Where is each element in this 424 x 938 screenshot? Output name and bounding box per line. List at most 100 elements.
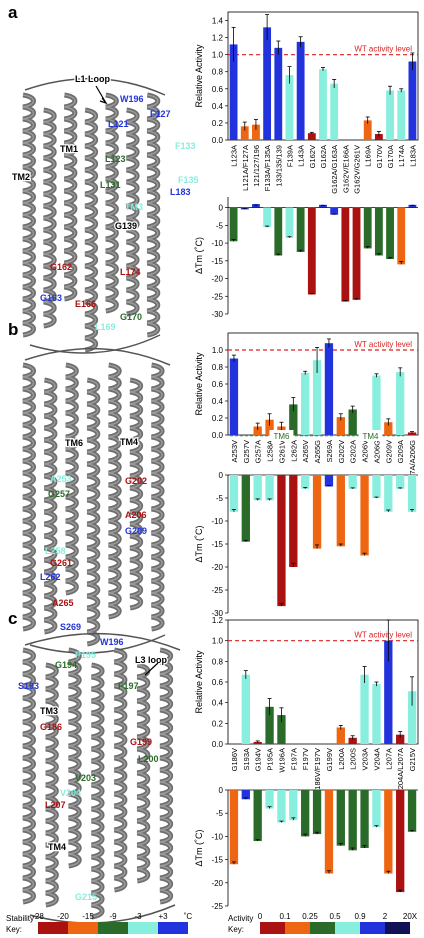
helix — [45, 662, 59, 908]
category-label: A253V — [230, 440, 239, 463]
activity-bar — [312, 360, 322, 435]
activity-bar — [386, 90, 394, 140]
activity-bar — [360, 674, 369, 744]
activity-bar — [407, 691, 417, 744]
stability-bar — [348, 790, 357, 851]
activity-bar — [289, 404, 298, 435]
key-tick: -28 — [32, 912, 44, 921]
activity-bar — [296, 41, 305, 140]
stability-bar — [229, 790, 239, 865]
y-tick-label: 0.0 — [212, 740, 224, 749]
category-label: G162V/G261V — [353, 145, 362, 194]
y-axis-label: Relative Activity — [194, 352, 204, 416]
key-tick: 2 — [383, 912, 388, 921]
structure-label: G257 — [48, 489, 70, 499]
helix — [91, 662, 105, 920]
wt-label: WT activity level — [354, 631, 412, 640]
structure-label: F135 — [178, 175, 199, 185]
y-tick-label: -20 — [211, 563, 223, 572]
helix — [68, 647, 82, 869]
y-axis-label: Relative Activity — [194, 44, 204, 108]
structure-label: G163 — [40, 293, 62, 303]
category-label: G209V — [384, 440, 393, 463]
stability-chart-a: 0 -5 -10 -15 -20 -25 -30 ΔTm (˚C) — [194, 197, 418, 319]
loop — [24, 347, 171, 366]
key-swatch — [385, 922, 410, 934]
structure-label: G209 — [125, 526, 147, 536]
stability-bar — [289, 475, 298, 567]
key-tick: 0.1 — [279, 912, 291, 921]
category-label: S269A — [325, 440, 334, 463]
y-tick-label: 0.4 — [212, 699, 224, 708]
stability-bar — [229, 475, 239, 512]
y-tick-label: -30 — [211, 609, 223, 618]
helix-highlight — [65, 364, 78, 594]
stability-chart-c: 0 -5 -10 -15 -20 -25 ΔTm (˚C) — [194, 786, 418, 911]
stability-bar — [374, 207, 383, 256]
stability-bar — [407, 790, 417, 832]
activity-bar — [374, 134, 383, 140]
category-label: L200S — [349, 748, 358, 770]
category-label: L169A — [364, 145, 373, 167]
helix — [22, 647, 36, 905]
y-tick-label: 0.0 — [212, 136, 224, 145]
key-tick: 0.5 — [329, 912, 341, 921]
tm-group-bg — [358, 430, 383, 441]
helix — [43, 377, 58, 635]
activity-bar — [336, 727, 345, 744]
y-tick-label: 1.2 — [212, 34, 224, 43]
helix — [129, 377, 144, 611]
helix-highlight — [22, 364, 35, 630]
structure-label: TM6 — [65, 438, 83, 448]
panel-label-b: b — [8, 320, 18, 339]
loop — [29, 334, 161, 354]
y-tick-label: -10 — [211, 832, 223, 841]
activity-bar — [229, 44, 238, 140]
helix — [84, 107, 99, 353]
y-tick-label: 1.0 — [212, 346, 224, 355]
activity-bar — [319, 69, 327, 140]
structure-label: G261 — [50, 558, 72, 568]
stability-bar — [386, 207, 394, 260]
structure-label: TM1 — [60, 144, 78, 154]
helix-highlight — [64, 94, 76, 300]
arrow-l3 — [144, 662, 159, 676]
helix — [22, 92, 36, 338]
structure-label: G215 — [75, 892, 97, 902]
y-tick-label: -10 — [211, 517, 223, 526]
category-label: L258A — [266, 440, 275, 462]
stability-bar — [372, 475, 381, 498]
activity-chart-a: 0.0 0.2 0.4 0.6 0.8 1.0 1.2 1.4 Relative Activit… — [194, 11, 419, 145]
stability-bar — [253, 790, 262, 842]
activity-bar — [265, 706, 274, 744]
category-label: V204A/L207A — [396, 748, 405, 794]
y-tick-label: 0.2 — [212, 414, 224, 423]
category-label: G257A — [254, 440, 263, 463]
structure-label: F197 — [118, 681, 139, 691]
structure-label: L121 — [108, 119, 129, 129]
structure-label: F127 — [150, 109, 171, 119]
activity-bar — [240, 126, 249, 140]
helix — [108, 362, 122, 620]
key-tick: +3 — [158, 912, 168, 921]
category-label: G162V/E166A — [341, 145, 350, 193]
y-tick-label: 0.4 — [212, 397, 224, 406]
activity-bar — [274, 47, 283, 141]
helix-ribbon — [126, 107, 140, 317]
stability-bar — [360, 790, 369, 848]
helix-highlight — [22, 94, 35, 336]
helix-highlight — [151, 364, 163, 630]
charts: a 0.0 0.2 0.4 0.6 0.8 1.0 1.2 1.4 Relative Activi… — [8, 3, 419, 911]
activity-bar — [253, 426, 262, 435]
activity-bar — [408, 61, 417, 140]
stability-bar — [408, 204, 417, 208]
category-label: S193A — [242, 748, 251, 771]
y-tick-label: 0 — [219, 204, 224, 213]
helix-highlight — [130, 379, 142, 609]
activity-bar — [336, 417, 345, 435]
category-label: L262A — [289, 440, 298, 462]
y-tick-label: -5 — [216, 809, 224, 818]
activity-bar — [241, 674, 250, 744]
helix-highlight — [137, 664, 149, 882]
category-label: L207A — [384, 748, 393, 770]
